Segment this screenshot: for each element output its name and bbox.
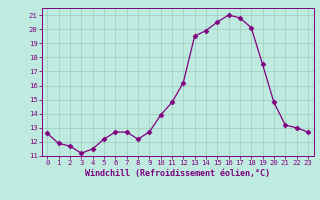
X-axis label: Windchill (Refroidissement éolien,°C): Windchill (Refroidissement éolien,°C): [85, 169, 270, 178]
